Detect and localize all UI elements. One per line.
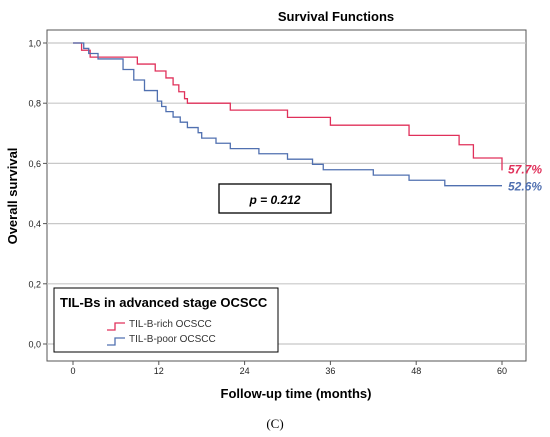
end-label-rich: 57.7% (508, 162, 542, 176)
legend-label-poor: TIL-B-poor OCSCC (129, 334, 216, 345)
series-line-rich (73, 42, 503, 171)
chart-title: Survival Functions (278, 9, 394, 24)
legend-frame (53, 287, 279, 353)
y-tick-label: 0,8 (28, 99, 41, 109)
y-axis-ticks: 0,0 0,2 0,4 0,6 0,8 1,0 (28, 39, 47, 350)
p-value-text: p = 0.212 (248, 193, 300, 207)
legend: TIL-Bs in advanced stage OCSCC TIL-B-ric… (53, 287, 279, 353)
series-line-poor (73, 42, 502, 187)
x-tick-label: 60 (497, 366, 507, 376)
x-axis-label: Follow-up time (months) (221, 386, 372, 401)
y-tick-label: 1,0 (28, 39, 41, 49)
legend-title: TIL-Bs in advanced stage OCSCC (60, 295, 268, 310)
x-tick-label: 24 (240, 366, 250, 376)
p-value-box: p = 0.212 (218, 183, 332, 214)
x-tick-label: 36 (325, 366, 335, 376)
end-label-poor: 52.6% (508, 180, 542, 194)
x-tick-label: 0 (70, 366, 75, 376)
y-tick-label: 0,4 (28, 219, 41, 229)
y-tick-label: 0,2 (28, 279, 41, 289)
p-value-frame (218, 183, 332, 214)
figure-caption: (C) (266, 416, 284, 431)
x-axis-ticks: 0 12 24 36 48 60 (70, 361, 507, 376)
x-tick-label: 48 (411, 366, 421, 376)
x-tick-label: 12 (154, 366, 164, 376)
series-group: 57.7% 52.6% (73, 42, 542, 194)
y-tick-label: 0,0 (28, 340, 41, 350)
legend-swatch-rich (107, 322, 125, 331)
y-axis-label: Overall survival (5, 148, 20, 245)
y-tick-label: 0,6 (28, 159, 41, 169)
legend-swatch-poor (107, 337, 125, 346)
legend-label-rich: TIL-B-rich OCSCC (129, 319, 212, 330)
